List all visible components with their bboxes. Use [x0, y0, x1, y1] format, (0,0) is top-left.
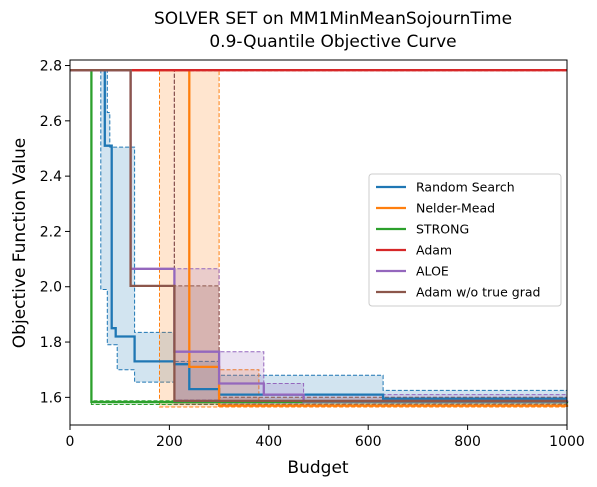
x-tick-label: 0: [66, 434, 75, 450]
y-tick-label: 2.0: [40, 280, 62, 296]
legend: Random Search Nelder-Mead STRONG Adam ALOE Ad…: [369, 174, 561, 306]
x-tick-label: 600: [355, 434, 382, 450]
chart-title-line-2: 0.9-Quantile Objective Curve: [209, 32, 456, 52]
legend-label-nelder-mead: Nelder-Mead: [416, 201, 495, 216]
x-axis-ticks: 0 200 400 600 800 1000: [66, 425, 585, 450]
legend-label-random-search: Random Search: [416, 180, 515, 195]
legend-label-aloe: ALOE: [416, 264, 449, 279]
y-tick-label: 2.2: [40, 224, 62, 240]
x-tick-label: 200: [156, 434, 183, 450]
y-axis-label: Objective Function Value: [10, 138, 30, 348]
y-axis-ticks: 1.6 1.8 2.0 2.2 2.4 2.6 2.8: [40, 59, 70, 407]
x-tick-label: 400: [255, 434, 282, 450]
y-tick-label: 2.4: [40, 169, 62, 185]
chart-title-line-1: SOLVER SET on MM1MinMeanSojournTime: [154, 9, 512, 29]
x-tick-label: 800: [454, 434, 481, 450]
x-axis-label: Budget: [287, 458, 348, 478]
legend-label-adam: Adam: [416, 243, 452, 258]
x-tick-label: 1000: [549, 434, 585, 450]
legend-label-adam-w-o-true-grad: Adam w/o true grad: [416, 285, 540, 300]
y-tick-label: 2.8: [40, 59, 62, 75]
y-tick-label: 2.6: [40, 114, 62, 130]
y-tick-label: 1.6: [40, 390, 62, 406]
legend-label-strong: STRONG: [416, 222, 469, 237]
y-tick-label: 1.8: [40, 335, 62, 351]
